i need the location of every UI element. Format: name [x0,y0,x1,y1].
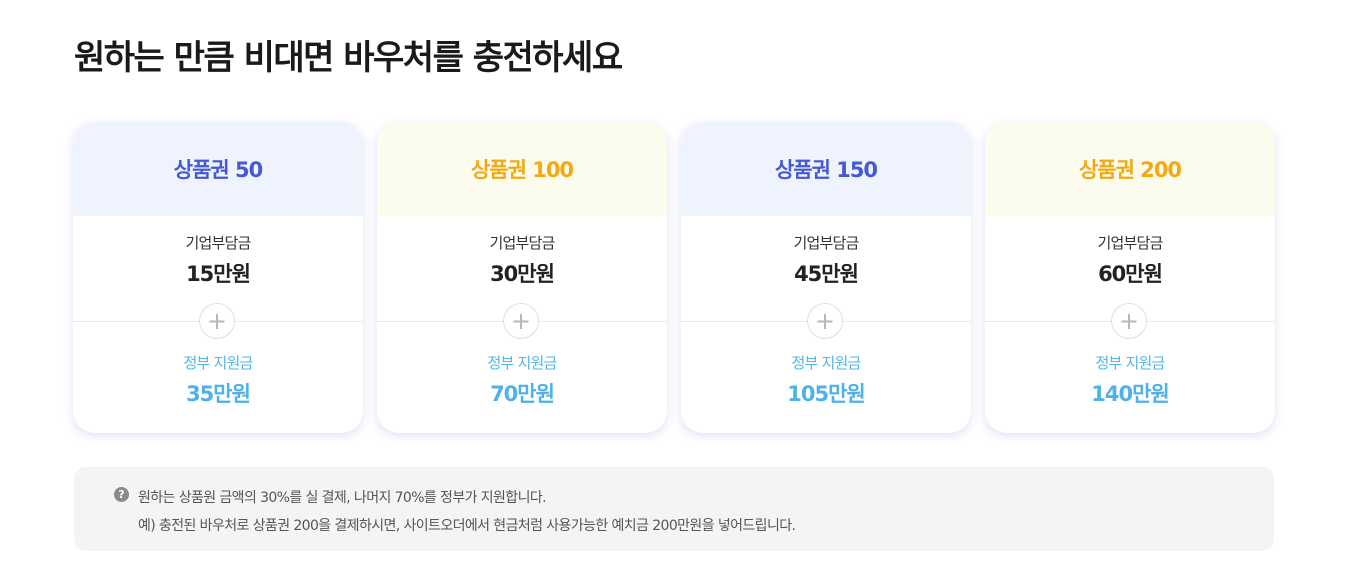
voucher-card-name: 상품권 50 [173,158,263,182]
page-title: 원하는 만큼 비대면 바우처를 충전하세요 [74,38,623,78]
plus-icon: + [1111,303,1147,339]
government-subsidy: 정부 지원금 140만원 [985,352,1275,408]
voucher-card-header: 상품권 150 [681,122,971,216]
company-contribution-amount: 60만원 [1098,262,1163,286]
government-subsidy: 정부 지원금 70만원 [377,352,667,408]
company-contribution: 기업부담금 15만원 [73,216,363,306]
government-subsidy-label: 정부 지원금 [487,354,558,372]
voucher-card-150[interactable]: 상품권 150 기업부담금 45만원 + 정부 지원금 105만원 [681,122,971,433]
voucher-card-name: 상품권 100 [470,158,574,182]
voucher-card-200[interactable]: 상품권 200 기업부담금 60만원 + 정부 지원금 140만원 [985,122,1275,433]
voucher-card-name: 상품권 200 [1078,158,1182,182]
government-subsidy-label: 정부 지원금 [1095,354,1166,372]
company-contribution-amount: 45만원 [794,262,859,286]
voucher-card-header: 상품권 100 [377,122,667,216]
government-subsidy: 정부 지원금 105만원 [681,352,971,408]
voucher-card-name: 상품권 150 [774,158,878,182]
plus-icon: + [807,303,843,339]
voucher-card-100[interactable]: 상품권 100 기업부담금 30만원 + 정부 지원금 70만원 [377,122,667,433]
plus-icon: + [503,303,539,339]
government-subsidy-amount: 105만원 [787,382,865,406]
voucher-card-list: 상품권 50 기업부담금 15만원 + 정부 지원금 35만원 상품권 100 … [73,122,1275,433]
question-circle-icon: ? [114,487,129,502]
company-contribution: 기업부담금 30만원 [377,216,667,306]
company-contribution-label: 기업부담금 [1097,234,1163,252]
notice-line-1: 원하는 상품원 금액의 30%를 실 결제, 나머지 70%를 정부가 지원합니… [138,490,547,506]
government-subsidy-amount: 35만원 [186,382,251,406]
notice-line-2: 예) 충전된 바우처로 상품권 200을 결제하시면, 사이트오더에서 현금처럼… [138,518,796,534]
voucher-card-50[interactable]: 상품권 50 기업부담금 15만원 + 정부 지원금 35만원 [73,122,363,433]
voucher-card-header: 상품권 50 [73,122,363,216]
government-subsidy-label: 정부 지원금 [183,354,254,372]
company-contribution-label: 기업부담금 [489,234,555,252]
government-subsidy-amount: 140만원 [1091,382,1169,406]
company-contribution-amount: 30만원 [490,262,555,286]
company-contribution-label: 기업부담금 [793,234,859,252]
government-subsidy: 정부 지원금 35만원 [73,352,363,408]
government-subsidy-label: 정부 지원금 [791,354,862,372]
plus-icon: + [199,303,235,339]
notice-box: ? 원하는 상품원 금액의 30%를 실 결제, 나머지 70%를 정부가 지원… [74,467,1274,551]
company-contribution-amount: 15만원 [186,262,251,286]
government-subsidy-amount: 70만원 [490,382,555,406]
company-contribution: 기업부담금 45만원 [681,216,971,306]
company-contribution-label: 기업부담금 [185,234,251,252]
company-contribution: 기업부담금 60만원 [985,216,1275,306]
voucher-card-header: 상품권 200 [985,122,1275,216]
